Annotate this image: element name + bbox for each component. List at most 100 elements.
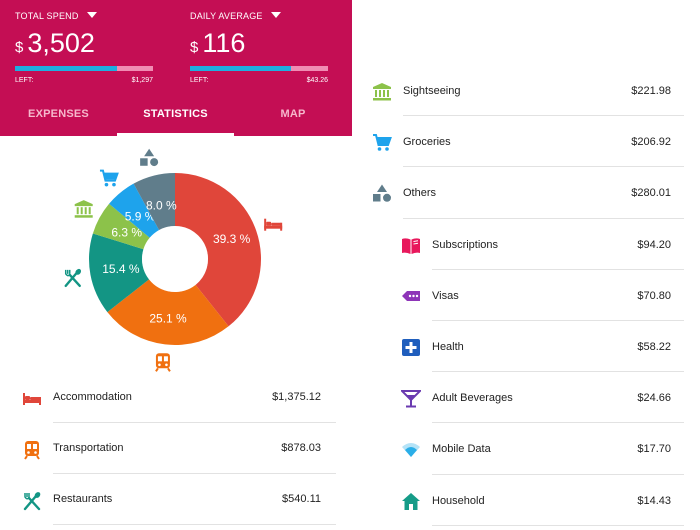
museum-icon — [372, 82, 392, 101]
tab-statistics[interactable]: STATISTICS — [117, 101, 234, 136]
category-row-accommodation[interactable]: Accommodation $1,375.12 — [0, 372, 352, 423]
category-name: Sightseeing — [403, 85, 461, 97]
category-donut-chart: 39.3 % 25.1 % 15.4 % 6.3 % 5.9 % 8.0 % — [0, 136, 352, 376]
category-name: Accommodation — [53, 391, 132, 403]
category-row-transportation[interactable]: Transportation $878.03 — [0, 423, 352, 474]
total-spend-value: $3,502 — [15, 28, 95, 59]
category-row-household[interactable]: Household $14.43 — [352, 475, 700, 526]
category-amount: $70.80 — [637, 289, 671, 302]
category-amount: $14.43 — [637, 494, 671, 507]
donut-label-sightseeing: 6.3 % — [111, 226, 142, 240]
category-row-groceries[interactable]: Groceries $206.92 — [352, 116, 700, 168]
book-icon — [401, 236, 421, 254]
total-spend-label: TOTAL SPEND — [15, 11, 79, 21]
donut-slice-groceries[interactable] — [109, 183, 160, 238]
donut-chart-svg: 39.3 % 25.1 % 15.4 % 6.3 % 5.9 %8.0 % — [64, 148, 283, 372]
category-name: Visas — [432, 289, 459, 302]
category-amount: $206.92 — [631, 136, 671, 149]
donut-slice-transportation[interactable] — [107, 279, 229, 345]
total-spend-dropdown[interactable]: TOTAL SPEND — [15, 11, 97, 21]
category-amount: $24.66 — [637, 392, 671, 405]
category-amount: $540.11 — [282, 493, 321, 505]
row-divider — [432, 473, 684, 475]
category-row-sightseeing[interactable]: Sightseeing $221.98 — [352, 65, 700, 117]
currency-symbol: $ — [15, 39, 24, 56]
category-amount: $221.98 — [631, 85, 671, 97]
ticket-icon — [401, 287, 421, 305]
donut-center — [147, 231, 203, 287]
category-name: Transportation — [53, 442, 124, 454]
category-name: Mobile Data — [432, 443, 491, 456]
total-left-label: LEFT: — [15, 77, 34, 84]
row-divider — [53, 473, 336, 474]
category-row-others[interactable]: Others $280.01 — [352, 167, 700, 219]
donut-label-transportation: 25.1 % — [149, 312, 187, 326]
row-divider — [403, 217, 684, 219]
currency-symbol: $ — [190, 39, 199, 56]
daily-average-label: DAILY AVERAGE — [190, 11, 263, 21]
category-name: Subscriptions — [432, 238, 499, 251]
donut-slice-accommodation[interactable] — [175, 173, 262, 327]
tab-map[interactable]: MAP — [280, 108, 306, 120]
donut-slice-restaurants[interactable] — [89, 233, 150, 313]
donut-label-others: 8.0 % — [146, 199, 177, 213]
daily-average-amount: 116 — [202, 28, 246, 58]
donut-label-groceries: 5.9 % — [125, 210, 156, 224]
cocktail-icon — [401, 389, 421, 408]
donut-slice-sightseeing[interactable] — [92, 203, 150, 250]
daily-left-label: LEFT: — [190, 77, 209, 84]
right-pane: Sightseeing $221.98 Groceries $206.92 Others… — [352, 0, 700, 530]
category-row-mobile-data[interactable]: Mobile Data $17.70 — [352, 423, 700, 475]
bed-icon — [264, 218, 283, 231]
caret-down-icon — [86, 12, 97, 18]
caret-down-icon — [270, 12, 281, 18]
row-divider — [432, 371, 684, 373]
row-divider — [432, 319, 684, 321]
donut-slice-others[interactable] — [133, 173, 175, 231]
museum-icon — [74, 200, 93, 218]
category-name: Restaurants — [53, 493, 113, 505]
total-spend-amount: 3,502 — [27, 28, 95, 58]
shapes-icon — [372, 184, 392, 203]
category-list-right: Sightseeing $221.98 Groceries $206.92 Others… — [352, 65, 700, 526]
total-spend-progress-bar — [15, 66, 153, 71]
shapes-icon — [140, 148, 159, 167]
category-name: Adult Beverages — [432, 392, 513, 405]
category-row-visas[interactable]: Visas $70.80 — [352, 270, 700, 321]
total-left-value: $1,297 — [131, 77, 153, 84]
category-list-left: Accommodation $1,375.12 Transportation $878… — [0, 372, 352, 525]
bed-icon — [22, 389, 42, 407]
category-amount: $58.22 — [637, 340, 671, 353]
fork-knife-icon — [64, 268, 82, 288]
category-name: Health — [432, 340, 464, 353]
daily-average-dropdown[interactable]: DAILY AVERAGE — [190, 11, 281, 21]
category-name: Groceries — [403, 136, 451, 149]
category-row-subscriptions[interactable]: Subscriptions $94.20 — [352, 219, 700, 270]
cart-icon — [372, 133, 392, 151]
category-row-restaurants[interactable]: Restaurants $540.11 — [0, 474, 352, 525]
row-divider — [432, 268, 684, 270]
fork-knife-icon — [22, 491, 42, 511]
category-amount: $94.20 — [637, 238, 671, 251]
cart-icon — [99, 169, 119, 187]
daily-left-value: $43.26 — [306, 77, 328, 84]
category-amount: $878.03 — [281, 442, 321, 454]
row-divider — [432, 524, 684, 526]
tab-expenses[interactable]: EXPENSES — [28, 108, 89, 120]
row-divider — [403, 115, 684, 117]
row-divider — [53, 524, 336, 525]
row-divider — [432, 422, 684, 424]
category-name: Others — [403, 187, 437, 200]
category-name: Household — [432, 494, 485, 507]
donut-inner-ring — [142, 226, 208, 292]
home-icon — [401, 492, 421, 510]
wifi-icon — [401, 440, 421, 458]
category-row-adult-beverages[interactable]: Adult Beverages $24.66 — [352, 372, 700, 424]
daily-average-progress-bar — [190, 66, 328, 71]
category-amount: $280.01 — [631, 187, 671, 200]
category-amount: $1,375.12 — [272, 391, 321, 403]
category-row-health[interactable]: Health $58.22 — [352, 321, 700, 373]
row-divider — [53, 422, 336, 423]
train-icon — [22, 440, 42, 460]
donut-label-accommodation: 39.3 % — [213, 232, 251, 246]
